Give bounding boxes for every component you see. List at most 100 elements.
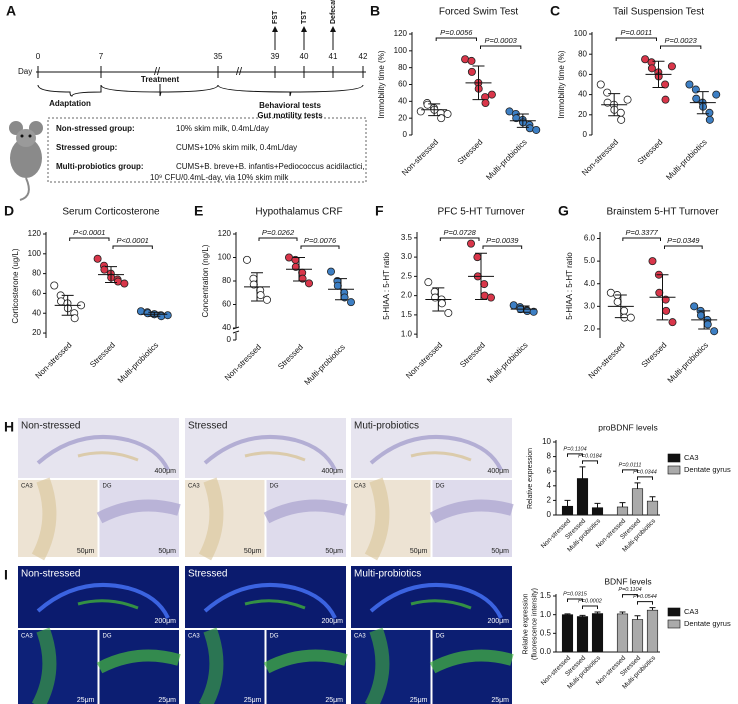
region-label: DG: [436, 634, 445, 640]
micrograph-region: [185, 630, 265, 704]
data-point: [416, 107, 425, 116]
data-point: [467, 56, 476, 65]
axis-break-mark: [232, 330, 240, 334]
data-point: [529, 307, 538, 316]
p-value: P=0.0184: [578, 453, 602, 459]
sd-bar: [696, 91, 709, 115]
test-label: Defecation test: [330, 0, 337, 24]
data-point: [444, 308, 453, 317]
y-tick-label: 60: [222, 300, 231, 309]
sd-bar: [652, 60, 665, 89]
cell-band: [364, 477, 390, 561]
data-point: [93, 254, 102, 263]
p-value: P=0.0056: [440, 28, 473, 37]
x-tick-label: Multi-probiotics: [484, 138, 528, 182]
bar: [616, 506, 629, 516]
p-value: P=0.0039: [486, 236, 519, 245]
comparison-bracket: [300, 245, 340, 249]
y-axis-label: 5-HIAA : 5-HT ratio: [565, 252, 574, 320]
arrow-head: [272, 26, 278, 32]
error-bar: [619, 502, 626, 507]
y-tick-label: 60: [398, 80, 407, 89]
data-point: [603, 88, 612, 97]
p-value: P=0.0002: [578, 599, 602, 605]
sd-bar: [608, 93, 621, 117]
hippocampus-outline: [369, 434, 503, 471]
bar: [576, 616, 589, 653]
panel-letter: E: [194, 203, 203, 219]
error-bar: [634, 482, 641, 489]
y-tick-label: 120: [218, 229, 232, 238]
y-tick-label: 4: [547, 481, 552, 490]
x-tick-label: Multi-probiotics: [664, 138, 708, 182]
data-point: [467, 67, 476, 76]
axis-break: //: [154, 66, 161, 78]
y-tick-label: 3.0: [584, 301, 596, 310]
p-value: P=0.0544: [633, 594, 657, 600]
error-bar: [594, 502, 601, 508]
scale-label: 200μm: [321, 618, 343, 625]
legend-label: Dentate gyrus: [684, 465, 731, 474]
group-treatment: 10% skim milk, 0.4mL/day: [176, 124, 269, 133]
panel-letter: D: [4, 203, 14, 219]
chart-title: BDNF levels: [604, 576, 651, 586]
y-axis-label: Relative expression: [522, 593, 529, 654]
test-label: FST: [272, 10, 279, 24]
test-label: TST: [301, 10, 308, 24]
day-label: 41: [329, 52, 338, 61]
x-tick-label: Multi-probiotics: [303, 343, 347, 387]
phase-label: Behavioral tests: [259, 101, 321, 110]
brace: [100, 84, 219, 97]
hippocampus-outline: [410, 451, 472, 462]
x-tick-label: Non-stressed: [580, 138, 620, 178]
hippocampus-outline: [77, 451, 139, 462]
region-label: CA3: [21, 634, 33, 640]
data-point: [662, 306, 671, 315]
sd-bar: [61, 294, 74, 316]
hippocampus-outline: [36, 582, 170, 619]
micrograph-region: [432, 480, 512, 557]
cell-band: [429, 499, 514, 524]
p-value: P<0.0001: [117, 236, 149, 245]
brace: [217, 84, 364, 97]
y-tick-label: 100: [218, 253, 232, 262]
x-tick-label: Stressed: [276, 343, 305, 372]
scale-label: 25μm: [244, 697, 262, 704]
y-tick-label: 1.0: [540, 610, 552, 619]
micrograph-label: Non-stressed: [21, 569, 80, 580]
region-label: DG: [270, 484, 279, 490]
x-tick-label: Multi-probiotics: [485, 341, 529, 385]
y-tick-label: 1.5: [401, 310, 413, 319]
p-value: P=0.1104: [618, 587, 641, 593]
micrograph-region: [99, 480, 179, 557]
arrow-head: [330, 26, 336, 32]
x-tick-label: Multi-probiotics: [666, 341, 710, 385]
micrograph-overview: [18, 418, 179, 478]
region-label: CA3: [21, 484, 33, 490]
comparison-bracket: [439, 237, 480, 241]
phase-label: Treatment: [141, 75, 180, 84]
y-tick-label: 6: [547, 466, 552, 475]
comparison-bracket: [258, 237, 298, 241]
timeline-panel: A Day // //: [6, 3, 367, 201]
hippocampus-outline: [244, 599, 306, 610]
panel-letter: H: [4, 419, 14, 435]
y-tick-label: 3.0: [401, 252, 413, 261]
y-tick-label: 40: [578, 90, 587, 99]
data-point: [648, 257, 657, 266]
sd-bar: [698, 310, 711, 330]
y-tick-label: 2.0: [584, 324, 596, 333]
y-axis-label: Corticosterone (ug/L): [11, 248, 20, 323]
scale-label: 25μm: [491, 697, 509, 704]
y-tick-label: 60: [578, 70, 587, 79]
y-tick-label: 40: [32, 308, 41, 317]
x-tick-label: Non-stressed: [404, 341, 444, 381]
p-value: P=0.0023: [665, 36, 698, 45]
y-tick-label: 100: [394, 46, 408, 55]
phase-label: Gut motility tests: [257, 111, 323, 120]
data-point: [100, 265, 109, 274]
comparison-bracket: [622, 469, 638, 473]
micrograph-overview: [351, 418, 512, 478]
data-point: [262, 295, 271, 304]
y-tick-label: 20: [578, 110, 587, 119]
